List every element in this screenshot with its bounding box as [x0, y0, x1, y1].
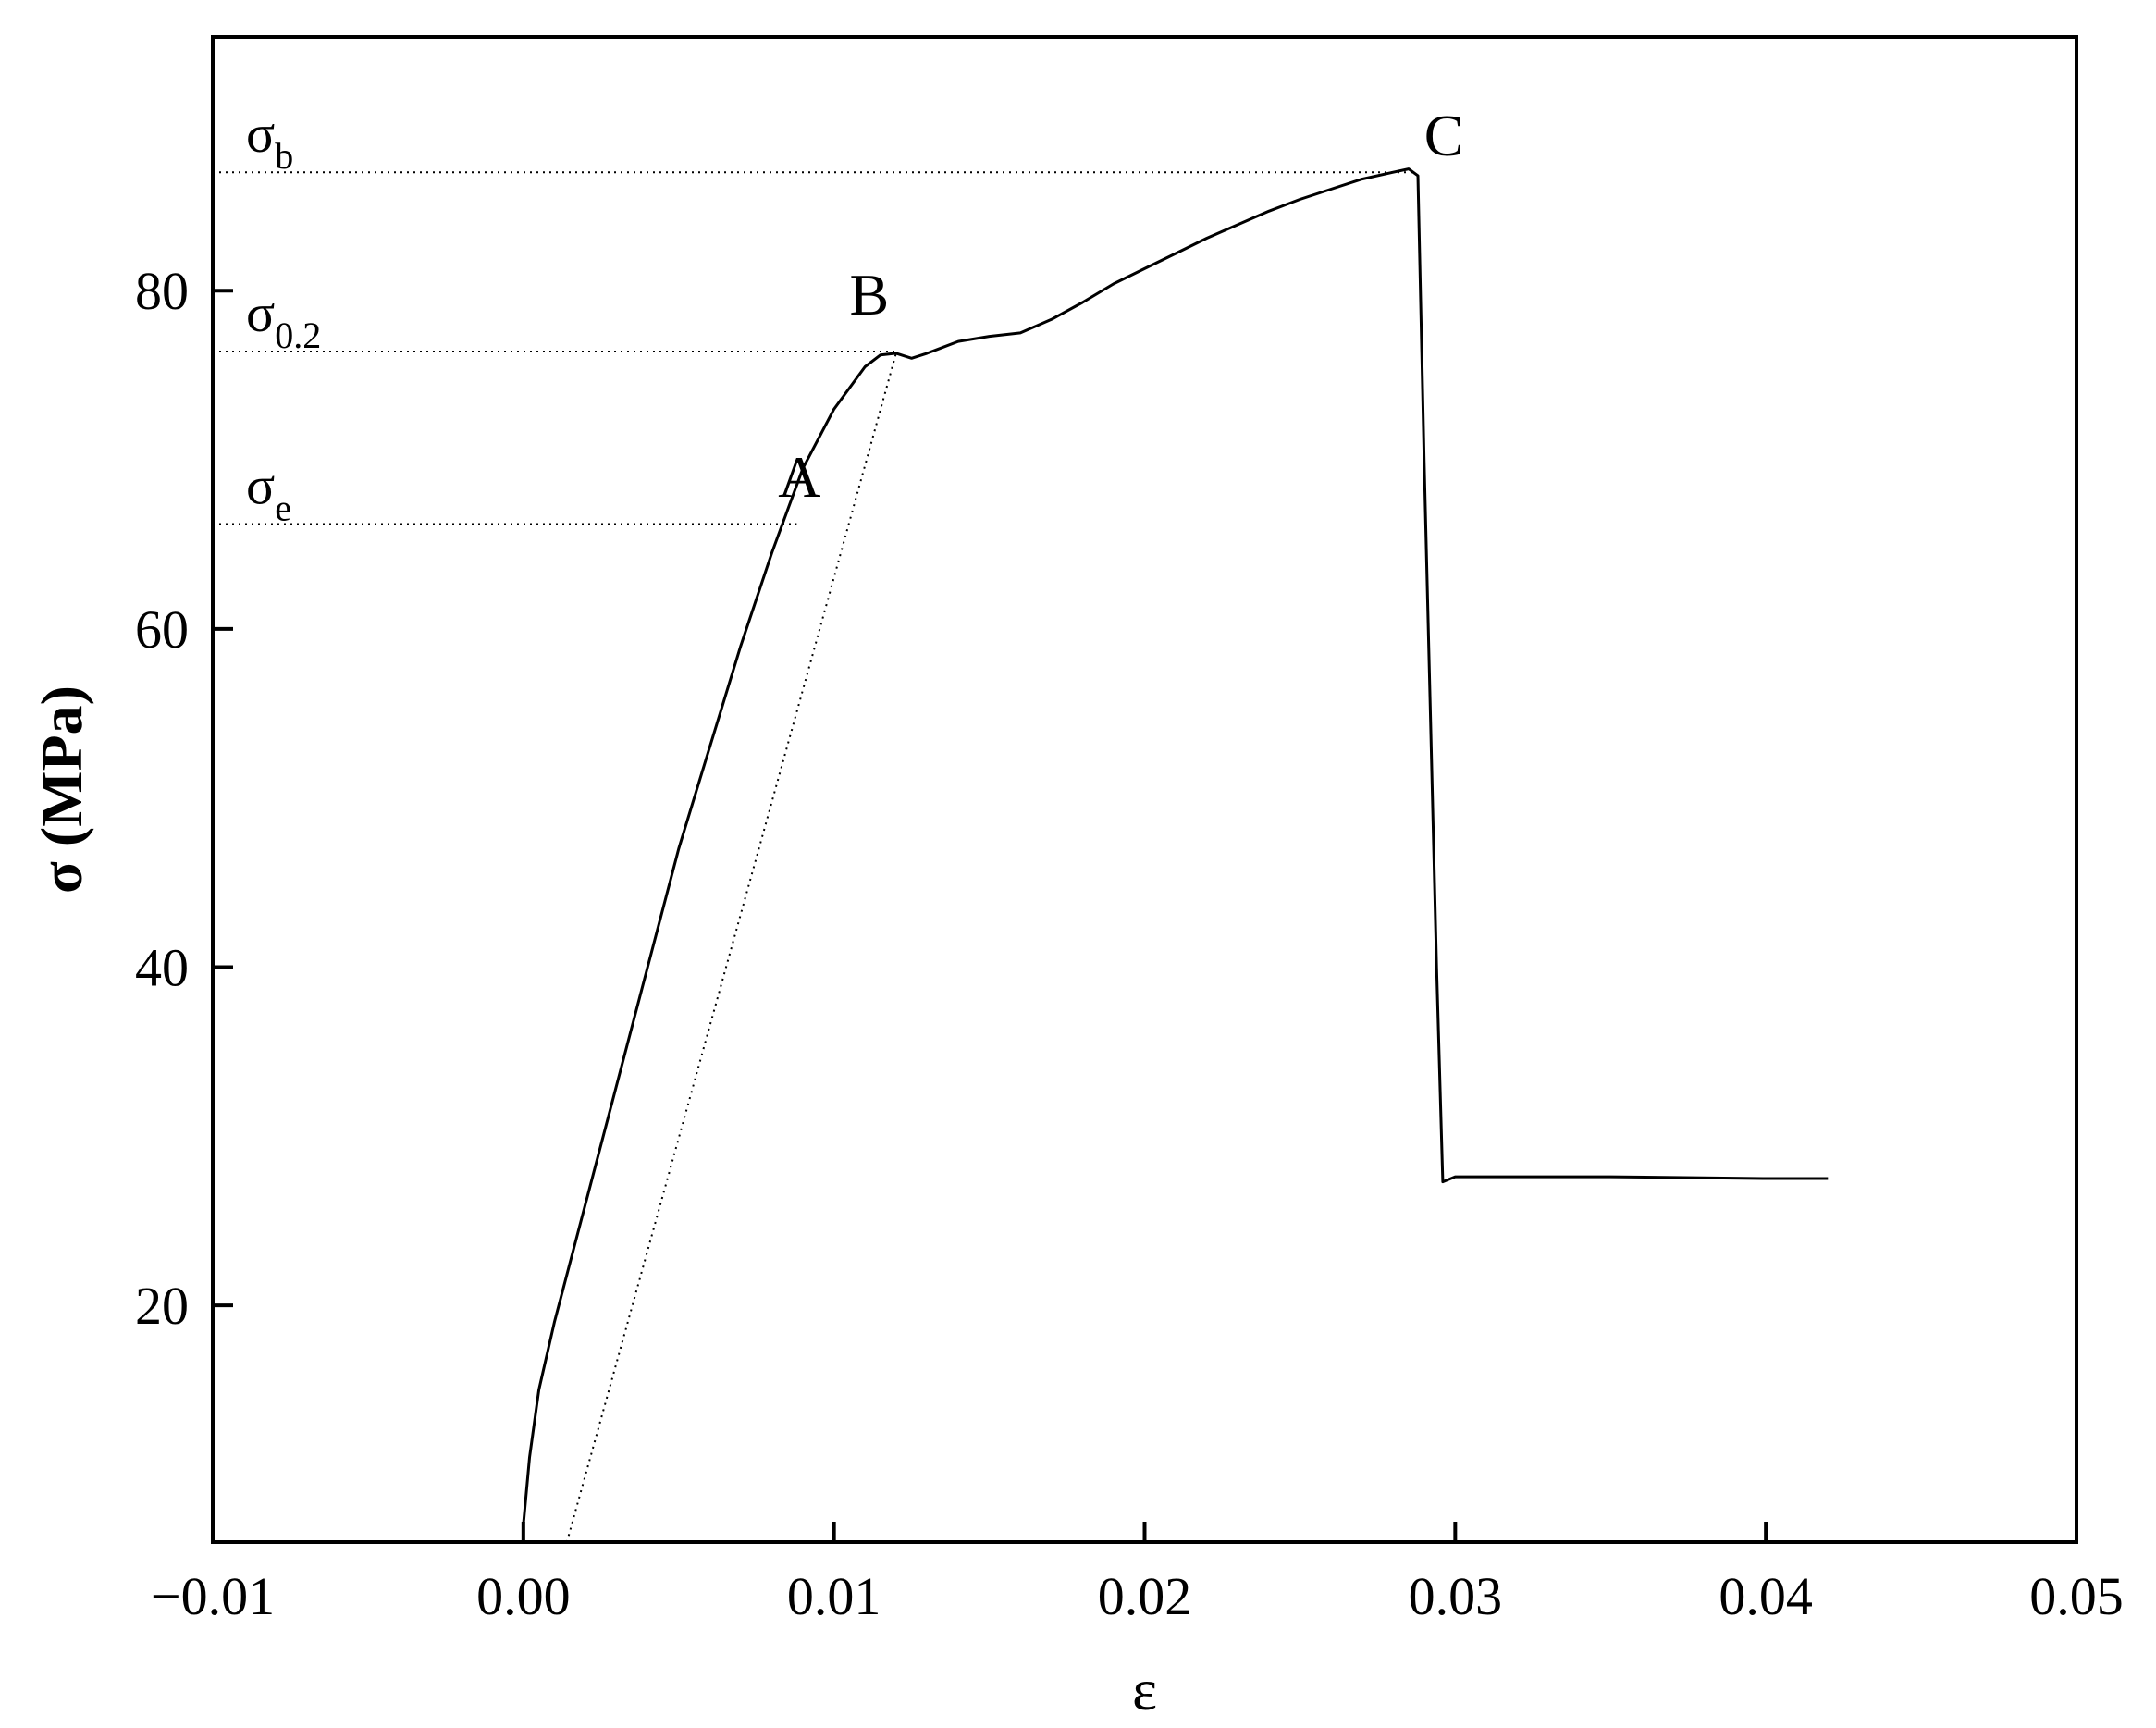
reference-label: σe: [246, 455, 291, 528]
x-tick-label: 0.03: [1409, 1566, 1503, 1626]
reference-label-subscript: 0.2: [275, 315, 321, 356]
x-tick-label: 0.02: [1098, 1566, 1192, 1626]
reference-label-subscript: b: [275, 135, 293, 177]
plot-frame: [211, 35, 2078, 1544]
x-tick-label: 0.01: [787, 1566, 881, 1626]
y-axis-title: σ (MPa): [29, 685, 94, 894]
series-group: [522, 167, 1829, 1543]
y-tick-label: 40: [135, 937, 189, 997]
x-tick-label: 0.00: [476, 1566, 571, 1626]
point-label-c: C: [1424, 103, 1464, 168]
reference-label: σb: [246, 104, 293, 177]
stress-strain-curve: [522, 167, 1829, 1525]
y-tick-label: 60: [135, 599, 189, 660]
y-axis-ticks: 20 40 60 80: [135, 261, 233, 1336]
reference-label-symbol: σ: [246, 283, 275, 343]
reference-label-symbol: σ: [246, 455, 275, 515]
x-axis-title: ε: [1132, 1657, 1157, 1722]
x-tick-label: 0.05: [2029, 1566, 2124, 1626]
reference-label-subscript: e: [275, 487, 291, 528]
x-tick-label: 0.04: [1719, 1566, 1813, 1626]
x-axis-ticks: −0.01 0.00 0.01 0.02 0.03 0.04 0.05: [151, 1522, 2124, 1626]
point-label-a: A: [778, 444, 820, 510]
reference-label-symbol: σ: [246, 104, 275, 164]
point-annotations: A B C: [778, 103, 1463, 510]
reference-label: σ0.2: [246, 283, 321, 356]
reference-lines: [213, 171, 1415, 525]
point-label-b: B: [849, 262, 889, 327]
y-tick-label: 80: [135, 261, 189, 321]
y-tick-label: 20: [135, 1276, 189, 1336]
x-tick-label: −0.01: [151, 1566, 275, 1626]
offset-line: [565, 352, 897, 1543]
